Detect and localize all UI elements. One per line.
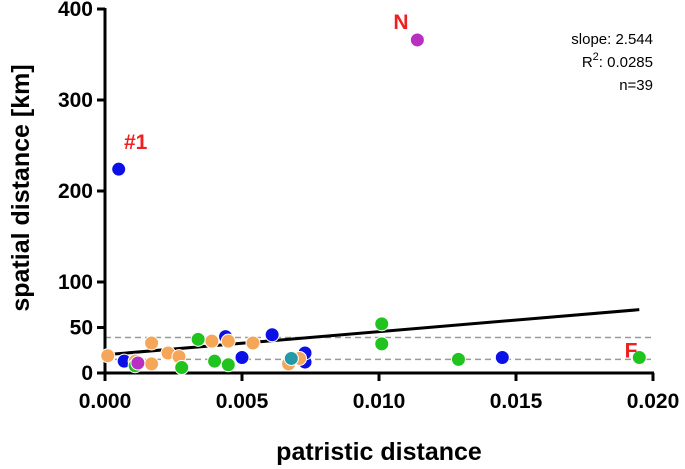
regression-line — [104, 308, 640, 357]
data-point-orange — [100, 348, 116, 364]
data-point-green — [220, 357, 236, 373]
data-point-orange — [220, 333, 236, 349]
x-tick-label: 0.000 — [79, 390, 132, 413]
data-point-green — [374, 336, 390, 352]
r-squared-superscript: 2 — [593, 51, 599, 63]
y-tick-label: 50 — [70, 317, 93, 340]
y-tick-label: 200 — [58, 180, 93, 203]
annotation-label: #1 — [124, 131, 148, 154]
y-tick-label: 0 — [81, 362, 93, 385]
data-point-orange — [245, 335, 261, 351]
annotation-labels: #1 N F — [124, 11, 638, 363]
data-point-green — [207, 353, 223, 369]
annotation-label: N — [393, 11, 408, 34]
data-point-teal — [283, 350, 299, 366]
regression-line-group — [104, 308, 640, 357]
y-tick-label: 400 — [58, 0, 93, 21]
data-point-magenta — [409, 32, 425, 48]
r-squared-stat: R2: 0.0285 — [582, 51, 653, 71]
data-point-orange — [144, 335, 160, 351]
data-point-orange — [204, 333, 220, 349]
data-point-blue — [234, 350, 250, 366]
x-axis-title: patristic distance — [276, 438, 482, 466]
x-tick-label: 0.005 — [216, 390, 269, 413]
annotation-label: F — [625, 340, 638, 363]
data-point-magenta — [130, 355, 146, 371]
data-point-blue — [494, 350, 510, 366]
slope-stat: slope: 2.544 — [571, 31, 653, 48]
data-point-blue — [111, 161, 127, 177]
data-point-green — [374, 316, 390, 332]
r-squared-prefix: R — [582, 54, 593, 71]
data-point-green — [190, 331, 206, 347]
sample-size-stat: n=39 — [619, 77, 653, 94]
y-tick-label: 100 — [58, 271, 93, 294]
x-tick-label: 0.015 — [490, 390, 543, 413]
x-tick-label: 0.010 — [353, 390, 406, 413]
y-axis-title: spatial distance [km] — [7, 64, 35, 311]
x-tick-label: 0.020 — [627, 390, 680, 413]
r-squared-value: : 0.0285 — [599, 54, 653, 71]
data-point-blue — [264, 327, 280, 343]
data-point-orange — [144, 356, 160, 372]
axes: 0 50 100 200 300 400 0.000 0.005 0.010 0.015 0.020 — [58, 0, 679, 413]
data-points — [100, 32, 647, 376]
data-point-green — [174, 360, 190, 376]
y-tick-label: 300 — [58, 89, 93, 112]
data-point-green — [631, 350, 647, 366]
data-point-green — [450, 351, 466, 367]
